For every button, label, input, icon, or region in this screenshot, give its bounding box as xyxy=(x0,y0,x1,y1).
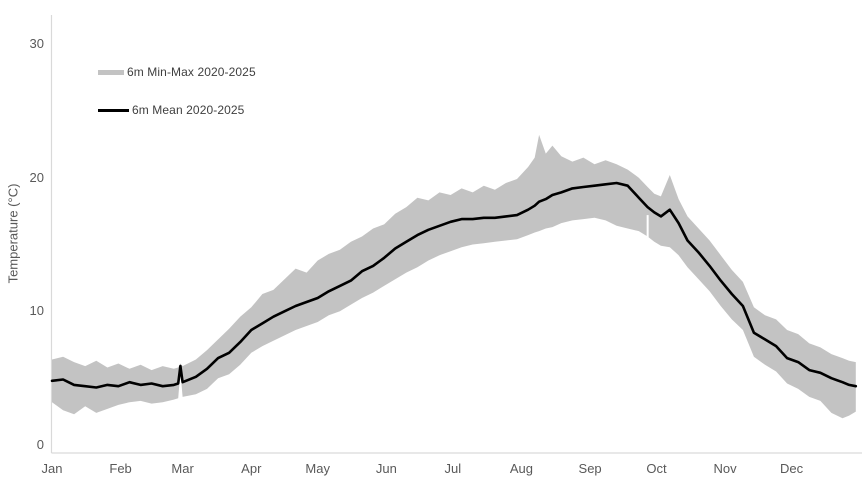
x-tick-label-dec: Dec xyxy=(780,461,804,476)
x-tick-label-oct: Oct xyxy=(646,461,667,476)
y-tick-label-0: 0 xyxy=(36,437,44,452)
legend-item-mean: 6m Mean 2020-2025 xyxy=(98,102,256,118)
y-tick-label-10: 10 xyxy=(29,303,44,319)
x-tick-label-apr: Apr xyxy=(241,461,262,476)
x-tick-label-may: May xyxy=(305,461,330,476)
mean-line xyxy=(50,181,858,389)
y-tick-label-30: 30 xyxy=(29,36,44,51)
legend-item-minmax: 6m Min-Max 2020-2025 xyxy=(98,64,256,80)
x-tick-label-jun: Jun xyxy=(375,461,397,476)
minmax-band xyxy=(52,134,856,419)
x-tick-label-feb: Feb xyxy=(109,461,132,476)
legend-label-mean: 6m Mean 2020-2025 xyxy=(132,103,245,117)
y-axis-title: Temperature (°C) xyxy=(5,183,21,284)
legend: 6m Min-Max 2020-2025 6m Mean 2020-2025 xyxy=(98,64,256,140)
x-tick-label-jul: Jul xyxy=(444,461,462,476)
legend-label-minmax: 6m Min-Max 2020-2025 xyxy=(127,65,256,79)
x-tick-label-jan: Jan xyxy=(41,461,63,476)
x-tick-label-aug: Aug xyxy=(509,461,533,476)
x-tick-label-mar: Mar xyxy=(171,461,194,476)
x-tick-label-nov: Nov xyxy=(713,461,737,476)
y-tick-label-20: 20 xyxy=(29,169,44,185)
mean-line-swatch xyxy=(98,108,129,112)
minmax-band-swatch xyxy=(98,69,124,75)
x-tick-label-sep: Sep xyxy=(578,461,602,476)
